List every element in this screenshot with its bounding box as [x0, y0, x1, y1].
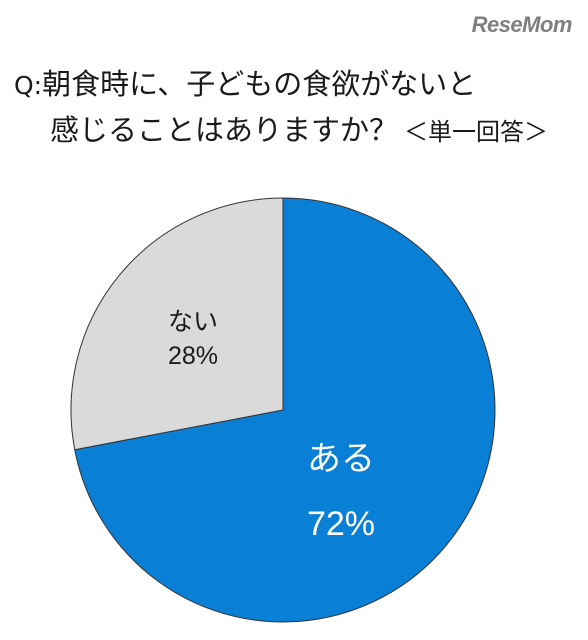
slice-value-label: 72%	[307, 505, 375, 543]
question-line-1: 朝食時に、子どもの食欲がないと	[42, 67, 477, 101]
slice-category-label: ない	[168, 307, 218, 336]
slice-value-label: 28%	[168, 342, 218, 370]
question-note: ＜単一回答＞	[404, 118, 549, 146]
question-prefix: Q:	[14, 71, 43, 100]
slice-category-label: ある	[307, 439, 375, 479]
resemom-logo: ReseMom	[471, 12, 573, 37]
question-text: Q:朝食時に、子どもの食欲がないと 感じることはありますか？ ＜単一回答＞	[14, 62, 584, 155]
question-line-2: 感じることはありますか？	[50, 113, 399, 147]
pie-slice-2	[70, 197, 284, 451]
pie-slice-1	[74, 197, 496, 623]
